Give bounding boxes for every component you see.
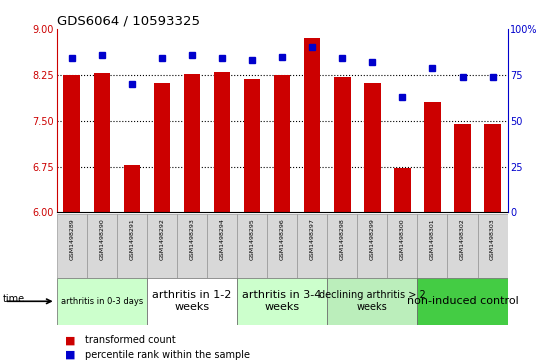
Text: GSM1498295: GSM1498295 bbox=[249, 218, 254, 260]
Bar bbox=[417, 278, 508, 325]
Bar bbox=[237, 278, 327, 325]
Bar bbox=[297, 214, 327, 278]
Bar bbox=[387, 214, 417, 278]
Bar bbox=[117, 214, 147, 278]
Bar bbox=[424, 102, 441, 212]
Bar bbox=[57, 278, 147, 325]
Bar bbox=[394, 168, 410, 212]
Text: GSM1498296: GSM1498296 bbox=[280, 218, 285, 260]
Bar bbox=[267, 214, 297, 278]
Bar bbox=[64, 75, 80, 212]
Bar bbox=[57, 214, 87, 278]
Text: GSM1498293: GSM1498293 bbox=[190, 218, 194, 260]
Text: arthritis in 1-2
weeks: arthritis in 1-2 weeks bbox=[152, 290, 232, 312]
Bar bbox=[357, 214, 387, 278]
Bar bbox=[154, 83, 170, 212]
Text: GSM1498297: GSM1498297 bbox=[310, 218, 315, 260]
Text: GSM1498299: GSM1498299 bbox=[370, 218, 375, 260]
Text: GSM1498303: GSM1498303 bbox=[490, 218, 495, 260]
Bar bbox=[477, 214, 508, 278]
Bar bbox=[244, 79, 260, 212]
Bar bbox=[448, 214, 477, 278]
Bar bbox=[327, 278, 417, 325]
Text: GDS6064 / 10593325: GDS6064 / 10593325 bbox=[57, 15, 200, 28]
Text: GSM1498290: GSM1498290 bbox=[99, 218, 104, 260]
Text: GSM1498301: GSM1498301 bbox=[430, 218, 435, 260]
Bar bbox=[454, 124, 471, 212]
Bar bbox=[93, 73, 110, 212]
Bar bbox=[177, 214, 207, 278]
Text: GSM1498302: GSM1498302 bbox=[460, 218, 465, 260]
Bar bbox=[484, 124, 501, 212]
Bar bbox=[214, 72, 230, 212]
Bar bbox=[207, 214, 237, 278]
Text: declining arthritis > 2
weeks: declining arthritis > 2 weeks bbox=[319, 290, 426, 312]
Text: arthritis in 3-4
weeks: arthritis in 3-4 weeks bbox=[242, 290, 322, 312]
Bar bbox=[274, 75, 291, 212]
Text: transformed count: transformed count bbox=[85, 335, 176, 346]
Text: arthritis in 0-3 days: arthritis in 0-3 days bbox=[60, 297, 143, 306]
Bar bbox=[364, 83, 381, 212]
Bar bbox=[124, 165, 140, 212]
Text: GSM1498298: GSM1498298 bbox=[340, 218, 345, 260]
Bar bbox=[237, 214, 267, 278]
Bar bbox=[327, 214, 357, 278]
Bar bbox=[334, 77, 350, 212]
Bar bbox=[304, 38, 320, 212]
Text: GSM1498291: GSM1498291 bbox=[130, 218, 134, 260]
Text: GSM1498300: GSM1498300 bbox=[400, 218, 405, 260]
Bar bbox=[147, 214, 177, 278]
Text: time: time bbox=[3, 294, 25, 305]
Text: non-induced control: non-induced control bbox=[407, 296, 518, 306]
Text: GSM1498289: GSM1498289 bbox=[69, 218, 74, 260]
Bar bbox=[184, 74, 200, 212]
Text: ■: ■ bbox=[65, 335, 75, 346]
Bar bbox=[87, 214, 117, 278]
Text: percentile rank within the sample: percentile rank within the sample bbox=[85, 350, 251, 360]
Text: GSM1498294: GSM1498294 bbox=[220, 218, 225, 260]
Text: ■: ■ bbox=[65, 350, 75, 360]
Bar bbox=[147, 278, 237, 325]
Bar bbox=[417, 214, 448, 278]
Text: GSM1498292: GSM1498292 bbox=[159, 218, 164, 260]
